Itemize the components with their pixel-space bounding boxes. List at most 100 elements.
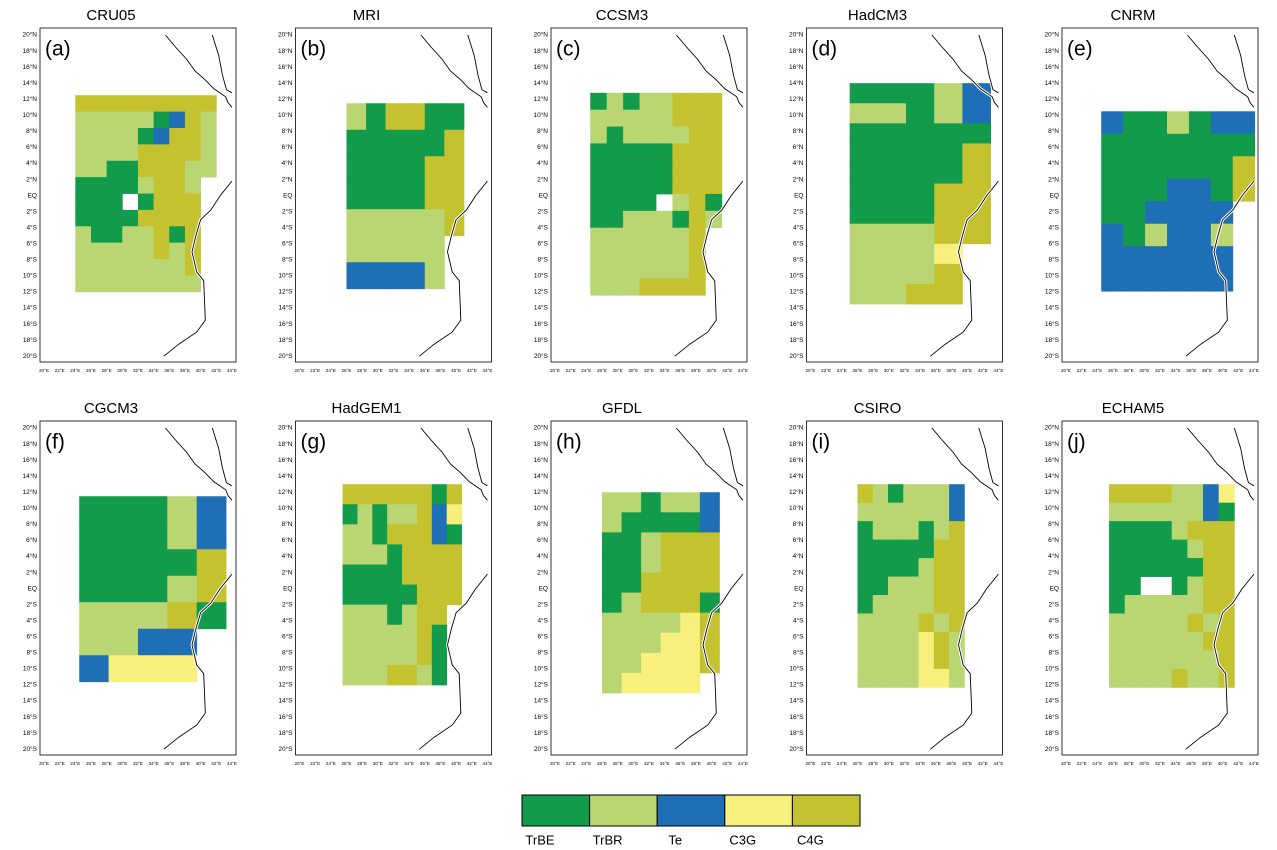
vegetation-cell [1124, 502, 1141, 522]
vegetation-cell [934, 83, 963, 104]
lon-tick-label: 22°E [1077, 761, 1087, 766]
lat-tick-label: 10°N [789, 111, 804, 119]
vegetation-cell [137, 522, 168, 550]
vegetation-cell [75, 226, 92, 244]
vegetation-cell [357, 544, 373, 565]
map-frame [295, 27, 492, 363]
vegetation-cell [872, 521, 889, 541]
vegetation-cell [656, 261, 673, 279]
vegetation-cell [621, 592, 642, 614]
map-frame [39, 27, 237, 363]
vegetation-cell [108, 575, 139, 603]
vegetation-cell [169, 193, 186, 211]
vegetation-cell [75, 242, 92, 260]
vegetation-cell [169, 144, 186, 162]
map-frame [550, 27, 748, 363]
lon-tick-label: 22°E [310, 761, 320, 766]
lat-tick-label: 18°N [789, 440, 804, 448]
lon-tick-label: 24°E [326, 761, 336, 766]
vegetation-cell [672, 193, 690, 212]
lat-tick-label: 10°S [23, 272, 38, 280]
lat-tick-label: 4°N [793, 552, 804, 560]
vegetation-cell [660, 592, 681, 614]
vegetation-cell [106, 209, 123, 227]
panel-title: CGCM3 [84, 400, 138, 417]
vegetation-cell [1218, 558, 1235, 577]
vegetation-cell [196, 575, 227, 603]
lat-tick-label: 10°N [278, 504, 293, 512]
vegetation-cell [342, 564, 358, 585]
vegetation-cell [660, 512, 681, 533]
lon-tick-label: 32°E [133, 761, 143, 766]
coastline [722, 427, 744, 487]
lat-tick-label: 6°N [26, 536, 37, 544]
vegetation-cell [621, 512, 642, 533]
vegetation-cell [639, 261, 657, 279]
vegetation-cell [933, 668, 950, 688]
vegetation-cell [1123, 178, 1146, 202]
lat-tick-label: 12°S [789, 288, 804, 296]
vegetation-cell [385, 262, 406, 290]
vegetation-cell [949, 484, 965, 504]
coastline [419, 180, 488, 357]
vegetation-cell [1203, 595, 1220, 614]
vegetation-cell [1167, 133, 1190, 157]
vegetation-cell [641, 672, 662, 694]
vegetation-cell [424, 129, 445, 157]
lat-tick-label: 14°N [789, 79, 804, 87]
vegetation-cell [1156, 484, 1173, 504]
vegetation-cell [372, 664, 388, 686]
vegetation-cell [372, 564, 388, 585]
vegetation-cell [656, 177, 673, 195]
vegetation-cell [1187, 558, 1204, 577]
panel-title: CCSM3 [596, 7, 649, 24]
lat-tick-label: 2°S [282, 207, 293, 215]
vegetation-cell [849, 243, 879, 265]
lat-tick-label: 20°N [22, 424, 37, 432]
vegetation-cell [590, 261, 608, 279]
vegetation-cell [387, 664, 403, 686]
lon-tick-label: 20°E [294, 368, 304, 373]
vegetation-cell [184, 275, 201, 293]
vegetation-cell [934, 283, 963, 305]
vegetation-cell [601, 492, 622, 513]
panel-label: (g) [301, 431, 327, 454]
vegetation-cell [405, 209, 426, 237]
lon-tick-label: 38°E [691, 761, 701, 766]
vegetation-cell [857, 595, 874, 614]
lon-tick-label: 38°E [435, 368, 445, 373]
lon-tick-label: 42°E [211, 761, 221, 766]
vegetation-cell [196, 602, 227, 630]
vegetation-cell [1203, 484, 1220, 504]
vegetation-cell [1156, 595, 1173, 614]
vegetation-cell [167, 496, 198, 524]
coastline [419, 573, 488, 750]
vegetation-cell [75, 177, 92, 194]
map-panel: CCSM3 (c) 20°N 18°N 16°N 14°N 12°N 10°N 8°N 6°N 4°… [533, 7, 747, 373]
lat-tick-label: 10°N [22, 504, 37, 512]
vegetation-cell [639, 210, 657, 229]
map-area [601, 427, 745, 751]
vegetation-cell [1140, 558, 1157, 577]
lat-tick-label: 18°N [278, 47, 293, 55]
vegetation-cell [1218, 631, 1235, 651]
vegetation-cell [1210, 201, 1234, 225]
vegetation-cell [623, 193, 640, 212]
vegetation-cell [877, 103, 907, 124]
lon-tick-label: 28°E [102, 368, 112, 373]
lat-tick-label: 10°N [533, 111, 548, 119]
vegetation-cell [688, 177, 706, 195]
vegetation-cell [849, 123, 879, 144]
lat-tick-label: 18°S [534, 729, 549, 737]
panel-title: CNRM [1111, 7, 1156, 24]
vegetation-cell [1145, 201, 1168, 225]
vegetation-cell [1210, 223, 1234, 247]
lat-tick-label: 8°S [1048, 649, 1059, 657]
vegetation-cell [431, 564, 448, 585]
lon-tick-label: 22°E [55, 761, 65, 766]
vegetation-cell [888, 558, 904, 577]
vegetation-cell [424, 156, 445, 184]
vegetation-cell [621, 612, 642, 634]
vegetation-cell [918, 521, 935, 541]
vegetation-cell [387, 644, 403, 666]
